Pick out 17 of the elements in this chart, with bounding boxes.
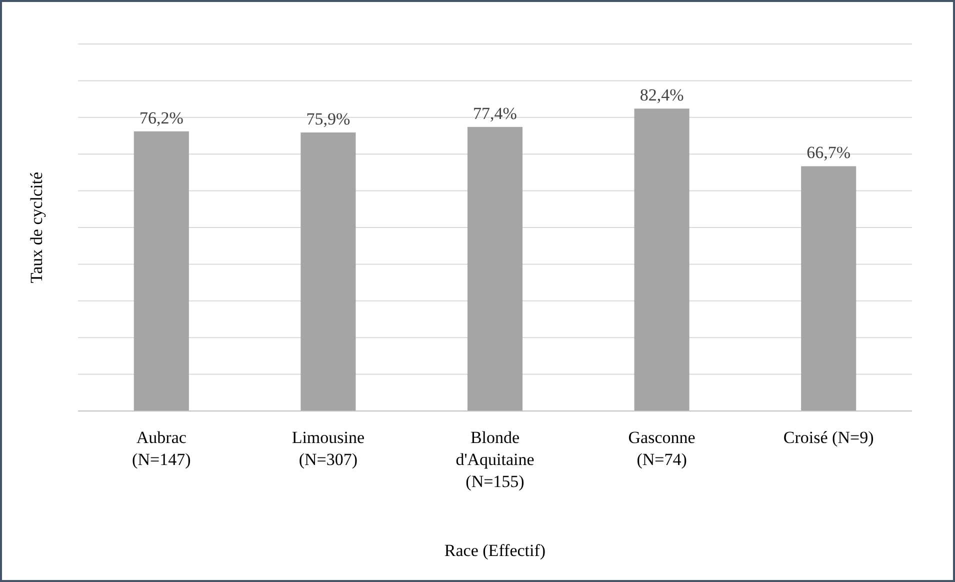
bar xyxy=(467,126,523,411)
bar xyxy=(300,132,356,411)
data-label: 82,4% xyxy=(640,86,684,105)
x-axis-title: Race (Effectif) xyxy=(444,541,546,560)
data-label: 66,7% xyxy=(806,143,851,162)
x-tick-label: Limousine (N=307) xyxy=(292,428,365,469)
x-tick-label: Gasconne (N=74) xyxy=(628,428,696,469)
x-tick-label: Aubrac (N=147) xyxy=(132,428,191,469)
bar xyxy=(801,166,856,411)
data-label: 76,2% xyxy=(139,108,184,128)
data-label: 77,4% xyxy=(473,104,517,123)
data-label: 75,9% xyxy=(306,109,350,128)
bar xyxy=(134,131,189,411)
y-axis-title: Taux de cyclcité xyxy=(27,172,46,284)
x-tick-label: Blonde d'Aquitaine (N=155) xyxy=(456,428,534,491)
bar xyxy=(634,108,690,411)
x-tick-label: Croisé (N=9) xyxy=(783,428,874,447)
